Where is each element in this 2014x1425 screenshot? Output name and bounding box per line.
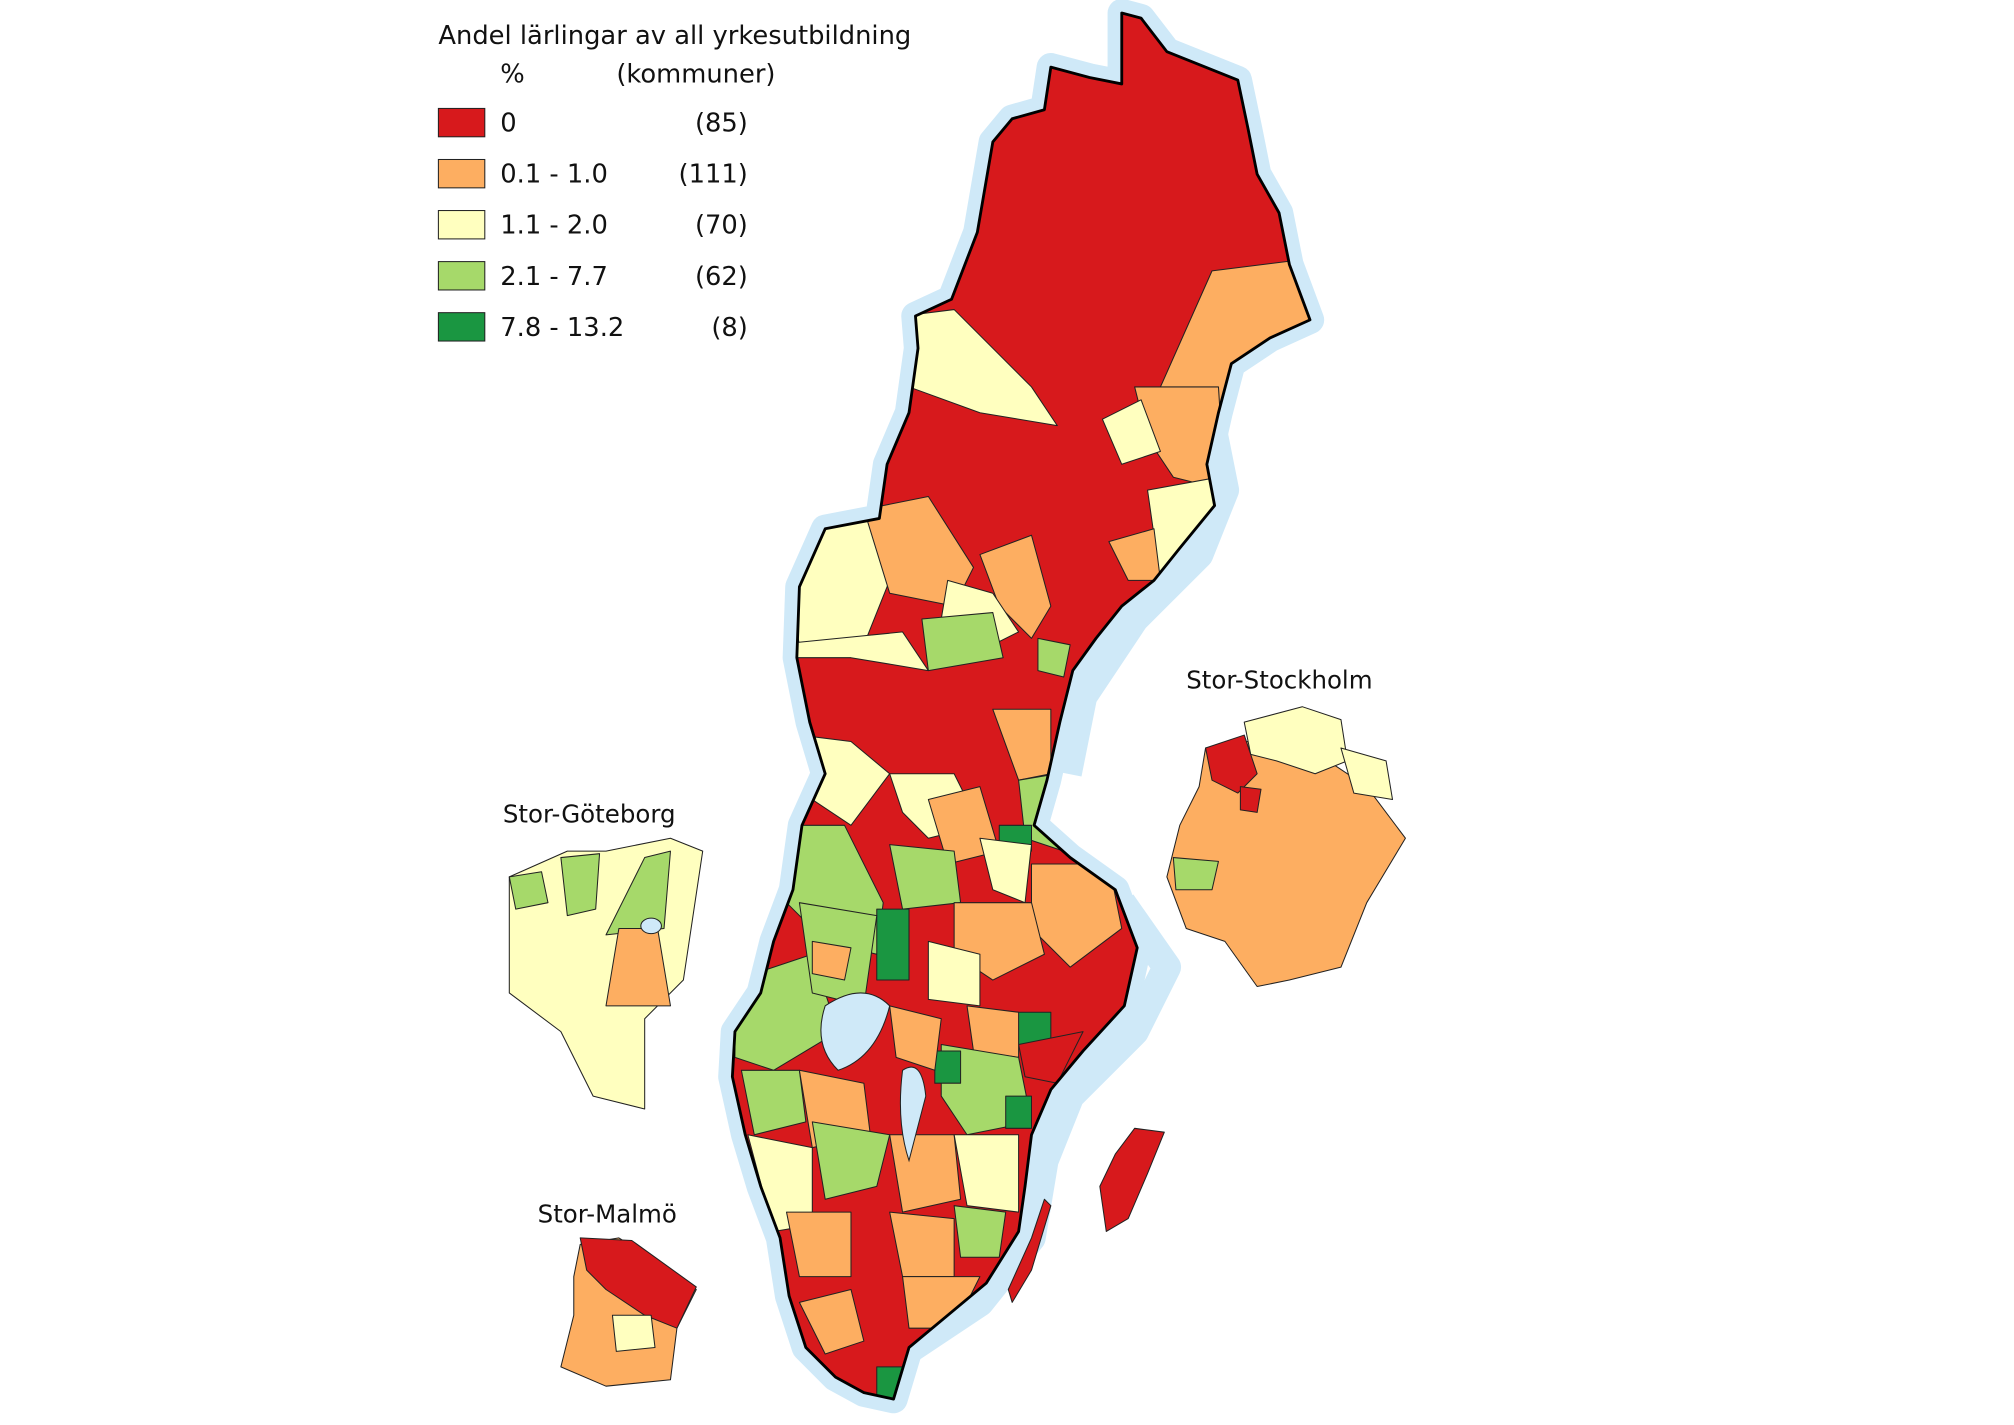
map-region xyxy=(1243,706,1348,775)
map-region xyxy=(953,1205,1007,1258)
map-region xyxy=(579,1237,697,1329)
map-region xyxy=(953,1134,1020,1213)
map-region xyxy=(786,1211,852,1278)
legend-swatch xyxy=(437,210,486,240)
oland xyxy=(1007,1198,1052,1303)
map-region xyxy=(1172,857,1219,891)
map-region xyxy=(1239,786,1262,813)
map-region xyxy=(605,850,671,936)
map-region xyxy=(1205,734,1258,794)
map-region xyxy=(1037,637,1071,678)
map-region xyxy=(1101,399,1161,465)
map-region xyxy=(876,908,910,981)
legend-label: 0.1 - 1.0 xyxy=(500,160,608,190)
map-region xyxy=(798,1288,865,1355)
map-region xyxy=(811,1121,891,1200)
map-region xyxy=(1005,1095,1033,1129)
inset-stockholm xyxy=(1166,706,1406,988)
legend-label: 1.1 - 2.0 xyxy=(500,211,608,241)
lake-vanern xyxy=(820,992,891,1071)
legend-count: (8) xyxy=(711,313,748,343)
inset-label: Stor-Stockholm xyxy=(1186,666,1372,695)
inset-goteborg xyxy=(508,837,704,1110)
inset-malmo xyxy=(560,1237,697,1387)
legend-count-header: (kommuner) xyxy=(616,60,775,90)
lake xyxy=(640,917,662,935)
legend-label: 2.1 - 7.7 xyxy=(500,262,608,292)
legend-count: (70) xyxy=(695,211,748,241)
legend-count: (111) xyxy=(679,160,748,190)
map-region xyxy=(811,940,852,981)
map-region xyxy=(740,1069,807,1136)
legend-label: 7.8 - 13.2 xyxy=(500,313,624,343)
lake-vattern xyxy=(899,1066,927,1163)
map-region xyxy=(508,871,549,910)
coastal-water-east xyxy=(894,422,1240,1366)
legend-title: Andel lärlingar av all yrkesutbildning xyxy=(438,21,911,51)
legend: Andel lärlingar av all yrkesutbildning %… xyxy=(437,21,911,343)
map-region xyxy=(927,940,981,1007)
gotland xyxy=(1099,1127,1165,1232)
legend-swatch xyxy=(437,107,486,138)
map-region xyxy=(921,612,1004,672)
map-region xyxy=(611,1314,656,1352)
legend-count: (85) xyxy=(695,109,748,139)
map-region xyxy=(889,1005,942,1071)
legend-unit-header: % xyxy=(500,60,524,90)
legend-swatch xyxy=(437,158,486,189)
map-region xyxy=(889,1134,962,1213)
map-region xyxy=(889,844,962,910)
inset-label: Stor-Malmö xyxy=(538,1199,677,1228)
map-region xyxy=(560,853,601,917)
inset-label: Stor-Göteborg xyxy=(503,800,676,829)
legend-swatch xyxy=(437,312,486,342)
legend-swatch xyxy=(437,261,486,291)
legend-label: 0 xyxy=(500,109,516,139)
legend-count: (62) xyxy=(695,262,748,292)
map-region xyxy=(1340,747,1394,801)
map-region xyxy=(934,1050,962,1084)
